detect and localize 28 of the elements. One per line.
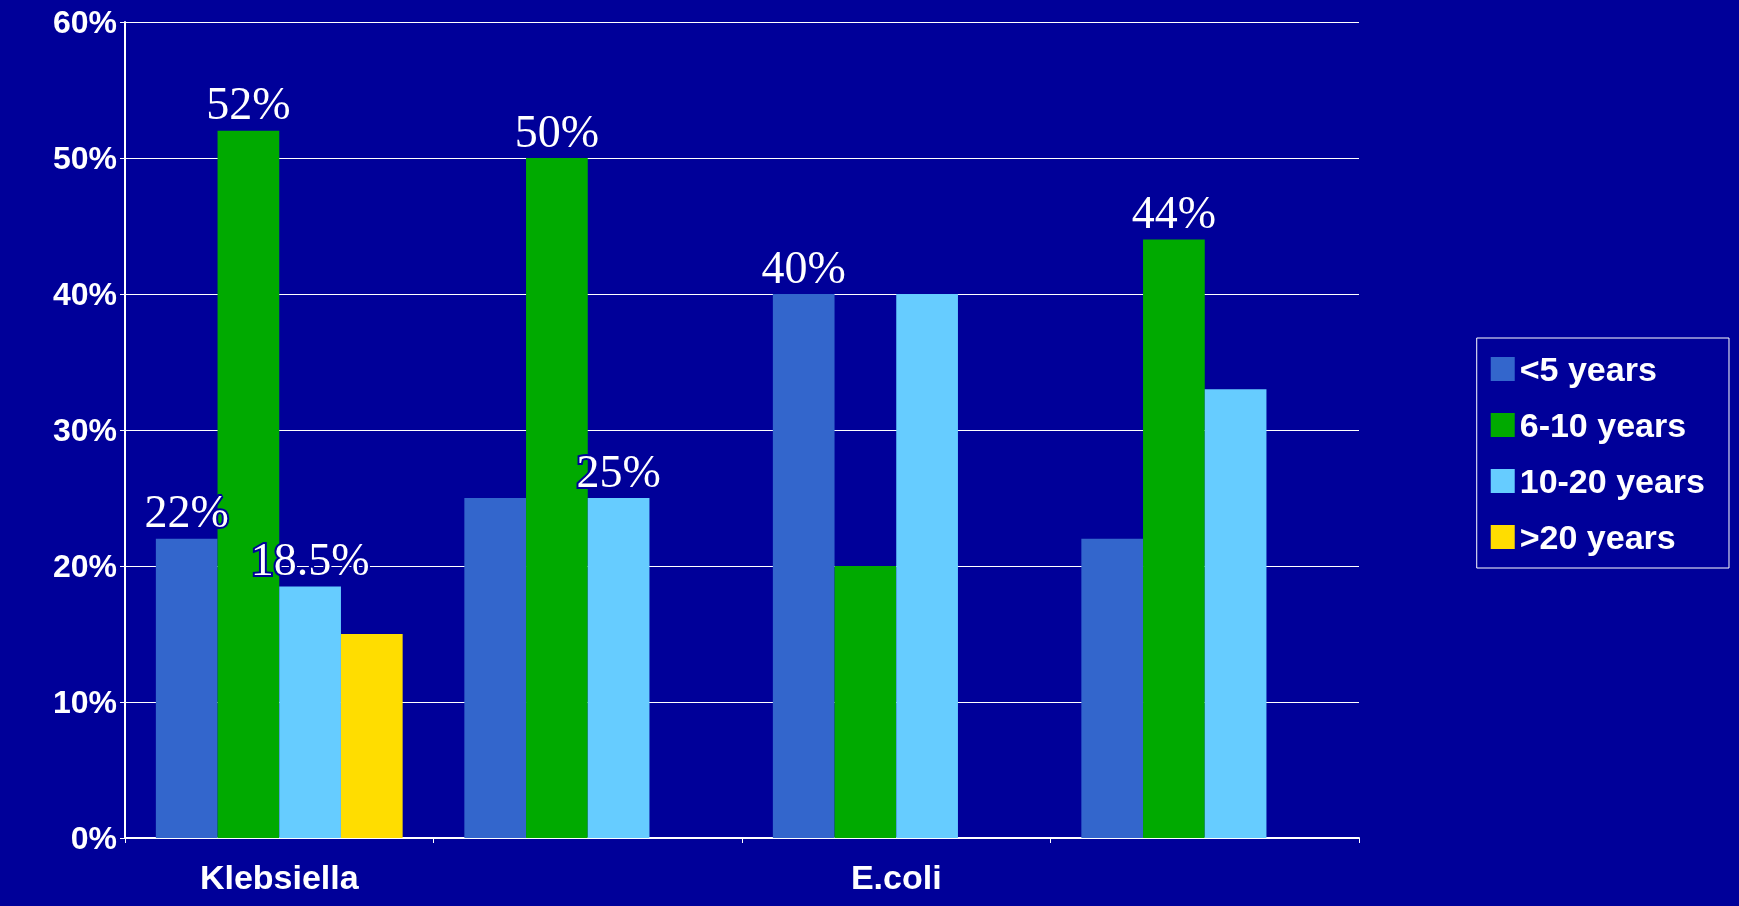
y-tick-label: 60% [52,4,117,40]
y-tick-label: 10% [52,684,117,720]
bar [896,294,958,838]
x-tick-label: Klebsiella [199,858,360,896]
bar [155,538,218,838]
bar [1204,389,1267,838]
bar [834,566,897,838]
bar [772,294,835,838]
bar [464,498,527,838]
bar [1081,538,1144,838]
y-tick-label: 30% [52,412,117,448]
legend-label: 6-10 years [1519,406,1687,444]
y-tick-label: 40% [52,276,117,312]
y-tick-label: 20% [52,548,117,584]
bar [587,498,650,838]
legend-label: 10-20 years [1519,462,1706,500]
legend-label: <5 years [1519,350,1657,388]
bar [340,634,403,838]
data-label: 40% [761,241,846,293]
data-label: 50% [514,105,600,157]
legend-label: >20 years [1519,518,1676,556]
bar [1143,239,1205,838]
y-tick-label: 0% [70,820,117,856]
x-tick-label: E.coli [850,858,942,896]
y-tick-label: 50% [52,140,117,176]
data-label: 52% [206,78,291,130]
bar [279,586,341,838]
data-label: 44% [1131,187,1217,239]
